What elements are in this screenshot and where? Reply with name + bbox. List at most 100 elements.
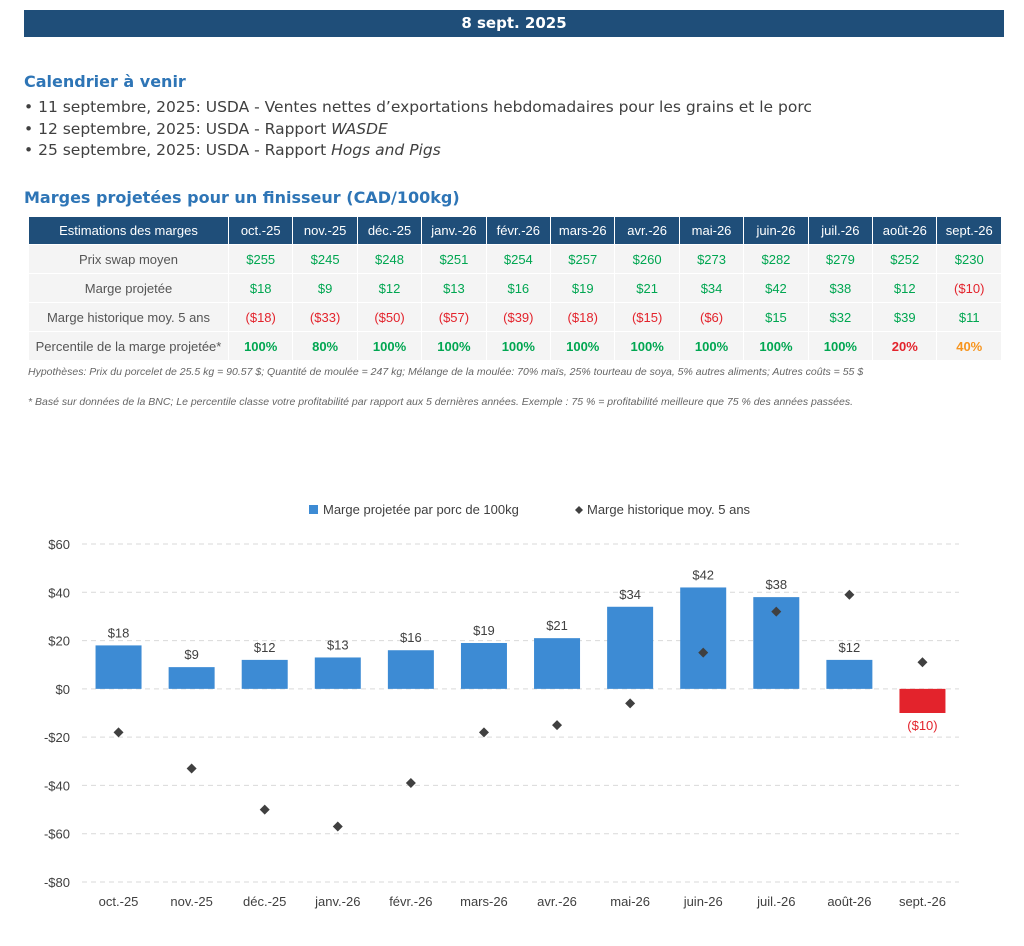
bar-data-label: $42 (692, 567, 714, 582)
x-tick-label: sept.-26 (899, 894, 946, 909)
calendar-list: 11 septembre, 2025: USDA - Ventes nettes… (24, 97, 812, 162)
table-cell: 100% (485, 331, 552, 361)
bar-data-label: $12 (839, 640, 861, 655)
table-row: Prix swap moyen $255 $245 $248 $251 $254 $257 $… (28, 244, 1002, 274)
margins-title: Marges projetées pour un finisseur (CAD/… (24, 188, 460, 207)
table-cell: 100% (678, 331, 745, 361)
table-header-month: oct.-25 (227, 216, 294, 245)
bar (168, 667, 215, 689)
bar (534, 638, 581, 689)
historical-marker (113, 727, 124, 738)
legend-marker-swatch (575, 506, 583, 514)
x-tick-label: janv.-26 (314, 894, 360, 909)
table-header-month: août-26 (872, 216, 938, 245)
table-row: Percentile de la marge projetée* 100% 80% 1… (28, 331, 1002, 361)
table-cell: $245 (292, 244, 358, 274)
table-cell: 80% (292, 331, 358, 361)
table-cell: $251 (421, 244, 487, 274)
table-cell: 100% (614, 331, 680, 361)
bar (95, 645, 142, 689)
historical-marker (698, 647, 709, 658)
table-cell: $11 (936, 302, 1002, 332)
historical-marker (186, 763, 197, 774)
table-cell: 20% (872, 331, 938, 361)
date-banner: 8 sept. 2025 (24, 10, 1004, 37)
bar-data-label: $19 (473, 623, 495, 638)
historical-marker (771, 606, 782, 617)
table-cell: $13 (421, 273, 487, 303)
x-tick-label: mars-26 (460, 894, 508, 909)
table-cell: 100% (421, 331, 487, 361)
table-cell: $252 (872, 244, 938, 274)
table-cell: 40% (936, 331, 1002, 361)
x-tick-label: mai-26 (610, 894, 650, 909)
table-header-month: mai-26 (678, 216, 745, 245)
row-label: Prix swap moyen (28, 244, 229, 274)
x-tick-label: juin-26 (683, 894, 723, 909)
y-tick-label: $60 (48, 537, 70, 552)
table-cell: $38 (807, 273, 874, 303)
historical-marker (332, 821, 343, 832)
table-cell: $279 (807, 244, 874, 274)
bar-data-label: $12 (254, 640, 276, 655)
table-cell: $12 (356, 273, 423, 303)
x-tick-label: nov.-25 (170, 894, 212, 909)
table-cell: $39 (872, 302, 938, 332)
table-header-month: nov.-25 (292, 216, 358, 245)
table-cell: 100% (743, 331, 809, 361)
table-cell: $16 (485, 273, 552, 303)
table-header-month: juil.-26 (807, 216, 874, 245)
table-cell: ($15) (614, 302, 680, 332)
bar (899, 688, 946, 713)
table-header-month: févr.-26 (485, 216, 552, 245)
bar (826, 659, 873, 689)
table-cell: 100% (550, 331, 616, 361)
y-tick-label: $40 (48, 585, 70, 600)
table-cell: $9 (292, 273, 358, 303)
bar-data-label: ($10) (907, 718, 937, 733)
legend-marker-label: Marge historique moy. 5 ans (587, 502, 751, 517)
table-cell: ($6) (678, 302, 745, 332)
table-cell: $257 (550, 244, 616, 274)
historical-marker (405, 778, 416, 789)
x-tick-label: août-26 (827, 894, 871, 909)
historical-marker (478, 727, 489, 738)
table-cell: $32 (807, 302, 874, 332)
calendar-item: 12 septembre, 2025: USDA - Rapport WASDE (24, 119, 812, 141)
bar (241, 659, 288, 689)
row-label: Marge projetée (28, 273, 229, 303)
historical-marker (625, 698, 636, 709)
historical-marker (917, 657, 928, 668)
table-cell: ($57) (421, 302, 487, 332)
table-cell: $19 (550, 273, 616, 303)
table-cell: $12 (872, 273, 938, 303)
bar-data-label: $13 (327, 637, 349, 652)
historical-marker (259, 804, 270, 815)
table-cell: 100% (227, 331, 294, 361)
table-cell: $255 (227, 244, 294, 274)
table-header-label: Estimations des marges (28, 216, 229, 245)
table-header-row: Estimations des marges oct.-25 nov.-25 déc… (28, 216, 1002, 245)
y-tick-label: $0 (56, 682, 70, 697)
y-tick-label: -$80 (44, 875, 70, 890)
table-cell: $273 (678, 244, 745, 274)
historical-marker (552, 720, 563, 731)
bar (460, 642, 507, 689)
table-header-month: mars-26 (550, 216, 616, 245)
table-body: Prix swap moyen $255 $245 $248 $251 $254 $257 $… (28, 244, 1002, 361)
table-cell: $282 (743, 244, 809, 274)
table-cell: ($33) (292, 302, 358, 332)
table-cell: ($50) (356, 302, 423, 332)
table-cell: 100% (807, 331, 874, 361)
x-tick-label: févr.-26 (389, 894, 432, 909)
table-cell: $248 (356, 244, 423, 274)
y-tick-label: -$40 (44, 778, 70, 793)
x-tick-label: avr.-26 (537, 894, 577, 909)
table-cell: $34 (678, 273, 745, 303)
y-tick-label: -$20 (44, 730, 70, 745)
table-cell: $254 (485, 244, 552, 274)
table-cell: $260 (614, 244, 680, 274)
legend-bar-swatch (309, 505, 318, 514)
bar-data-label: $38 (765, 577, 787, 592)
historical-marker (844, 589, 855, 600)
